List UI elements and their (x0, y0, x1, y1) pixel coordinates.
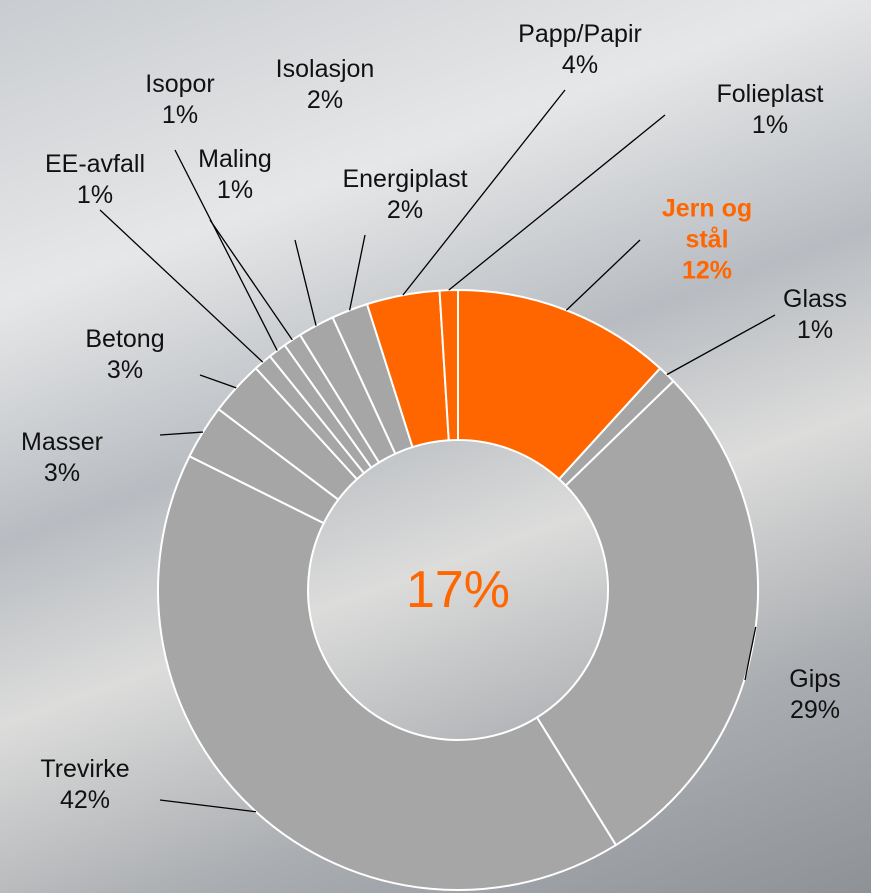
category-label: Maling (198, 145, 272, 173)
category-label: Folieplast (716, 80, 824, 108)
leader-line (402, 89, 566, 296)
leader-line (174, 149, 278, 351)
value-label: 1% (796, 316, 834, 344)
slice-label: Folieplast 1% (717, 79, 824, 141)
value-label: 1% (76, 181, 114, 209)
slice-label: Betong 3% (85, 324, 164, 386)
category-label: Glass (783, 285, 847, 313)
category-label: Betong (85, 325, 165, 353)
value-label: 3% (43, 459, 81, 487)
leader-line (448, 114, 666, 291)
slice (457, 288, 662, 481)
value-label: 3% (106, 356, 144, 384)
category-label: Gips (789, 665, 841, 693)
slice-label: Isolasjon 2% (276, 54, 375, 116)
category-label: Jern og stål (661, 194, 753, 254)
value-label: 12% (681, 256, 733, 285)
leader-line (294, 239, 317, 326)
value-label: 2% (386, 196, 424, 224)
slice-label: Maling 1% (198, 144, 272, 206)
slice (157, 454, 618, 891)
leader-line (99, 209, 264, 363)
slice-label: Energiplast 2% (342, 164, 467, 226)
value-label: 4% (561, 51, 599, 79)
category-label: EE-avfall (44, 150, 146, 178)
slice-label: Jern og stål 12% (647, 194, 767, 287)
category-label: Isolasjon (275, 55, 375, 83)
leader-line (199, 374, 237, 389)
slice (438, 288, 459, 442)
value-label: 42% (59, 786, 111, 814)
leader-line (744, 626, 757, 681)
category-label: Papp/Papir (518, 20, 642, 48)
slice-label: Gips 29% (789, 664, 840, 726)
slice-label: Papp/Papir 4% (518, 19, 642, 81)
slice-label: Glass 1% (783, 284, 847, 346)
leader-line (209, 219, 293, 341)
slice (535, 379, 759, 847)
leader-line (159, 799, 256, 813)
leader-line (159, 431, 203, 436)
value-label: 1% (216, 176, 254, 204)
leader-line (666, 314, 776, 376)
value-label: 1% (751, 111, 789, 139)
slice-label: Masser 3% (21, 427, 103, 489)
category-label: Masser (21, 428, 103, 456)
category-label: Isopor (145, 70, 215, 98)
leader-line (565, 239, 641, 311)
slice-label: Trevirke 42% (40, 754, 129, 816)
category-label: Trevirke (40, 755, 130, 783)
center-label: 17% (405, 561, 511, 619)
value-label: 1% (161, 101, 199, 129)
category-label: Energiplast (342, 165, 468, 193)
value-label: 2% (306, 86, 344, 114)
slice-label: EE-avfall 1% (45, 149, 145, 211)
value-label: 29% (789, 696, 841, 724)
leader-line (348, 234, 366, 311)
slice-label: Isopor 1% (145, 69, 214, 131)
